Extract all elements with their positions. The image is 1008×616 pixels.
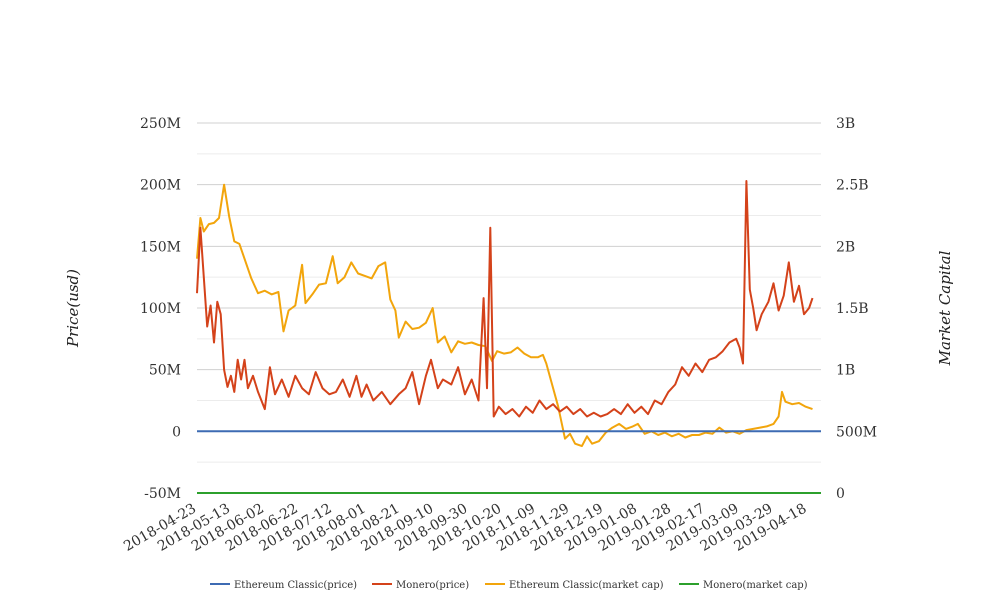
y-right-tick-label: 500M [836, 424, 877, 440]
legend-item[interactable]: Ethereum Classic(market cap) [485, 580, 664, 591]
y-right-tick-label: 1B [836, 363, 855, 379]
y-right-tick-label: 2B [836, 239, 855, 255]
y-right-tick-label: 3B [836, 116, 855, 132]
y-right-tick-label: 2.5B [836, 178, 869, 194]
series-line-2 [196, 183, 813, 448]
series-lines [196, 180, 821, 494]
left-axis-ticks: 250M 200M 150M 100M 50M 0 -50M [140, 116, 181, 502]
legend-label: Monero(price) [396, 580, 469, 591]
legend: Ethereum Classic(price) Monero(price) Ethe… [210, 580, 808, 591]
y-right-axis-title: Market Capital [936, 250, 954, 366]
legend-item[interactable]: Monero(price) [372, 580, 469, 591]
y-right-tick-label: 1.5B [836, 301, 869, 317]
legend-label: Monero(market cap) [703, 580, 808, 591]
y-left-axis-title: Price(usd) [64, 269, 82, 348]
series-line-1 [196, 180, 814, 418]
y-left-tick-label: 50M [149, 363, 181, 379]
y-left-tick-label: 0 [172, 424, 181, 440]
y-right-tick-label: 0 [836, 486, 845, 502]
y-left-tick-label: 250M [140, 116, 181, 132]
right-axis-ticks: 3B 2.5B 2B 1.5B 1B 500M 0 [836, 116, 877, 502]
legend-item[interactable]: Monero(market cap) [679, 580, 808, 591]
legend-label: Ethereum Classic(market cap) [509, 580, 664, 591]
y-left-tick-label: 150M [140, 239, 181, 255]
legend-label: Ethereum Classic(price) [234, 580, 357, 591]
y-left-tick-label: 100M [140, 301, 181, 317]
y-left-tick-label: -50M [144, 486, 181, 502]
y-left-tick-label: 200M [140, 178, 181, 194]
legend-item[interactable]: Ethereum Classic(price) [210, 580, 357, 591]
x-axis-ticks: 2018-04-232018-05-132018-06-022018-06-22… [121, 501, 809, 555]
